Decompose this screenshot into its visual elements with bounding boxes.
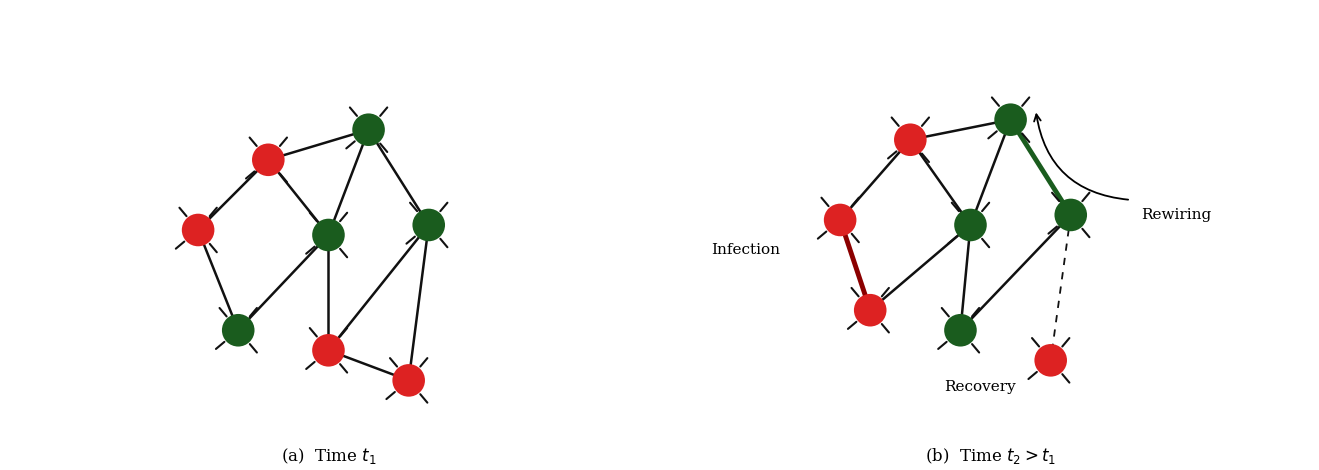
Circle shape (253, 145, 284, 175)
Circle shape (223, 315, 253, 345)
Circle shape (996, 105, 1026, 135)
Circle shape (1055, 200, 1086, 230)
Text: (a)  Time $t_1$: (a) Time $t_1$ (281, 446, 376, 466)
Circle shape (314, 220, 343, 250)
Circle shape (353, 115, 384, 145)
Circle shape (946, 315, 976, 345)
Text: Rewiring: Rewiring (1141, 208, 1211, 222)
Circle shape (855, 295, 885, 325)
Circle shape (414, 210, 443, 240)
Text: Recovery: Recovery (944, 380, 1017, 394)
Circle shape (393, 365, 423, 395)
Text: Infection: Infection (711, 243, 780, 257)
Circle shape (1035, 345, 1066, 376)
Circle shape (896, 125, 926, 155)
Circle shape (955, 210, 985, 240)
Text: (b)  Time $t_2 > t_1$: (b) Time $t_2 > t_1$ (925, 446, 1057, 466)
Circle shape (826, 205, 855, 235)
FancyArrowPatch shape (1034, 114, 1128, 200)
Circle shape (183, 215, 214, 245)
Circle shape (314, 335, 343, 365)
